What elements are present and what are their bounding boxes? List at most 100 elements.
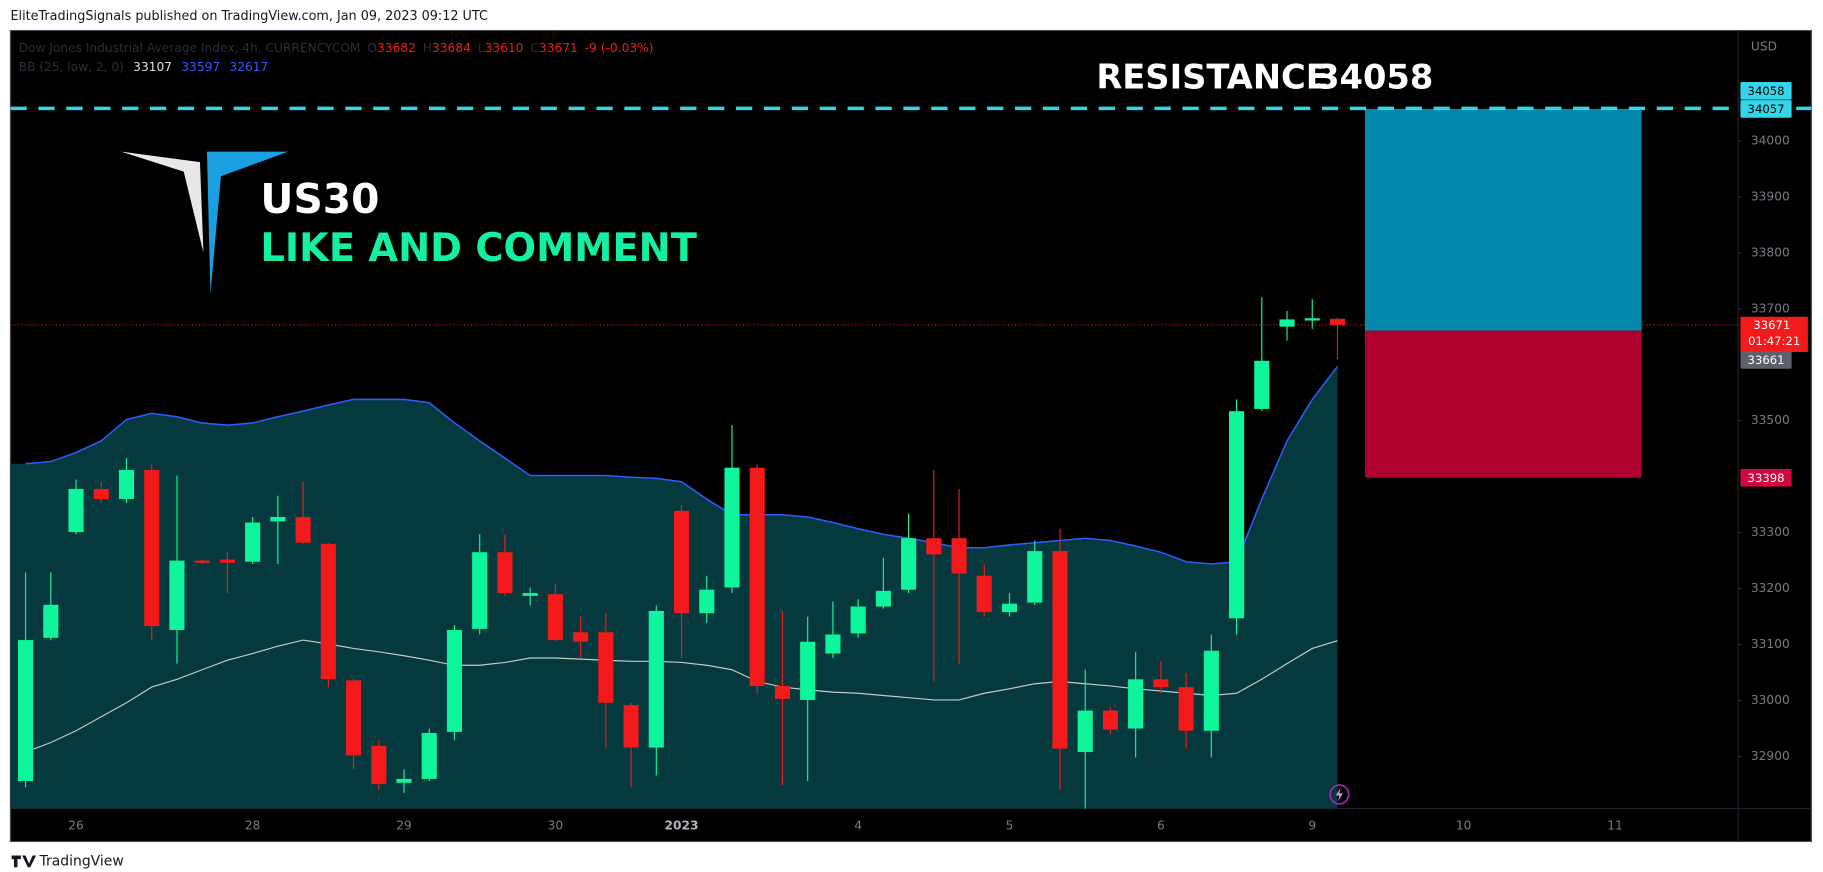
- lightning-bolt: [1335, 787, 1343, 802]
- y-tick-label: 33300: [1751, 525, 1790, 539]
- y-tick-label: 33700: [1751, 301, 1790, 315]
- candle-body: [976, 575, 992, 613]
- candle-body: [598, 632, 614, 703]
- candle-body: [724, 467, 740, 588]
- candle-body: [875, 590, 891, 607]
- bb-upper-value: 33597: [181, 59, 220, 73]
- candle-body: [1203, 650, 1219, 731]
- y-tick-label: 33800: [1751, 245, 1790, 259]
- candle-body: [1329, 318, 1346, 325]
- x-tick-label: 5: [1006, 819, 1014, 833]
- candle-body: [396, 778, 412, 783]
- x-tick-label: 4: [854, 819, 862, 833]
- candle-body: [573, 632, 589, 642]
- ohlc-letter: H: [423, 41, 432, 55]
- bar-countdown: 01:47:21: [1748, 334, 1800, 348]
- change-value: -9 (-0.03%): [585, 41, 654, 55]
- y-tick-label: 33500: [1751, 413, 1790, 427]
- candle-body: [446, 630, 463, 732]
- candle-body: [1304, 318, 1320, 321]
- x-tick-label: 6: [1157, 819, 1165, 833]
- candle-body: [194, 560, 210, 563]
- candle-body: [1229, 411, 1245, 619]
- candle-body: [800, 641, 816, 700]
- candle-body: [1027, 551, 1043, 603]
- candle-body: [547, 594, 563, 641]
- candle-body: [219, 559, 235, 563]
- candle-body: [1077, 710, 1093, 753]
- ohlc-value: 33610: [485, 41, 524, 55]
- bb-basis-value: 33107: [133, 59, 172, 73]
- footer-brand: TradingView: [39, 853, 124, 869]
- indicator-name: BB (25, low, 2, 0): [19, 59, 124, 73]
- x-tick-label: 11: [1607, 819, 1623, 833]
- candle-body: [345, 680, 362, 756]
- x-tick-label: 10: [1456, 819, 1472, 833]
- unit-label: USD: [1751, 39, 1777, 53]
- resistance-price-tag-bg: [1740, 81, 1792, 100]
- candle-body: [144, 469, 160, 627]
- x-tick-label: 2023: [665, 819, 699, 833]
- lightning-icon[interactable]: [1329, 784, 1350, 805]
- entry-price-tag: 33661: [1748, 353, 1785, 367]
- candle-body: [1254, 360, 1270, 409]
- legend-line: Dow Jones Industrial Average Index, 4h, …: [19, 41, 654, 55]
- candle-body: [1001, 603, 1018, 613]
- candle-body: [673, 510, 690, 614]
- call-to-action: LIKE AND COMMENT: [260, 226, 697, 271]
- y-tick-label: 33000: [1751, 693, 1790, 707]
- last-price-tag: 33671: [1753, 318, 1790, 332]
- candle-body: [421, 732, 437, 779]
- position-loss-zone: [1364, 330, 1642, 478]
- candle-body: [951, 538, 967, 574]
- resistance-price-tag: 34058: [1748, 84, 1785, 98]
- ohlc-letter: C: [530, 41, 539, 55]
- indicator-line: BB (25, low, 2, 0) 33107 33597 32617: [19, 59, 269, 73]
- logo-left-wing: [120, 151, 204, 253]
- ohlc-value: 33684: [432, 41, 471, 55]
- y-tick-label: 33200: [1751, 581, 1790, 595]
- candle-body: [270, 516, 286, 522]
- candle-body: [371, 745, 387, 784]
- candle-body: [68, 488, 84, 533]
- bb-basis-line: [25, 639, 1338, 753]
- x-tick-label: 26: [68, 819, 84, 833]
- candle-body: [825, 634, 841, 654]
- target-price-tag: 34057: [1748, 102, 1785, 116]
- candle-body: [648, 610, 664, 748]
- resistance-label: RESISTANCE: [1096, 57, 1328, 96]
- candle-body: [169, 560, 185, 631]
- candle-body: [623, 705, 639, 748]
- plot-area: [10, 297, 1739, 809]
- candle-body: [1052, 551, 1068, 749]
- y-tick-label: 33100: [1751, 637, 1790, 651]
- logo-right-wing: [206, 151, 289, 294]
- candle-body: [245, 522, 261, 562]
- entry-price-tag-bg: [1740, 351, 1792, 369]
- bb-upper-line: [25, 365, 1339, 565]
- resistance-value: 34058: [1316, 57, 1433, 96]
- target-price-tag-bg: [1740, 100, 1792, 118]
- x-tick-label: 9: [1308, 819, 1316, 833]
- last-price-tag-bg: [1740, 316, 1808, 353]
- candle-body: [926, 538, 942, 555]
- stop-price-tag-bg: [1740, 468, 1792, 487]
- publisher-line: EliteTradingSignals published on Trading…: [10, 9, 487, 24]
- candle-body: [18, 640, 34, 782]
- ohlc-letter: L: [478, 41, 485, 55]
- candle-body: [1178, 687, 1194, 731]
- footer-logo: [11, 855, 37, 868]
- candle-body: [118, 469, 135, 500]
- position-profit-zone: [1364, 108, 1642, 331]
- y-tick-label: 32900: [1751, 749, 1790, 763]
- x-tick-label: 30: [548, 819, 564, 833]
- candle-body: [699, 589, 715, 614]
- symbol-annotation: US30: [260, 175, 379, 223]
- ohlc-value: 33671: [539, 41, 578, 55]
- candle-body: [901, 538, 917, 590]
- ohlc-value: 33682: [377, 41, 416, 55]
- candle-body: [1128, 679, 1144, 729]
- candle-body: [1279, 319, 1295, 327]
- y-tick-label: 34000: [1751, 133, 1790, 147]
- candle-body: [43, 604, 59, 638]
